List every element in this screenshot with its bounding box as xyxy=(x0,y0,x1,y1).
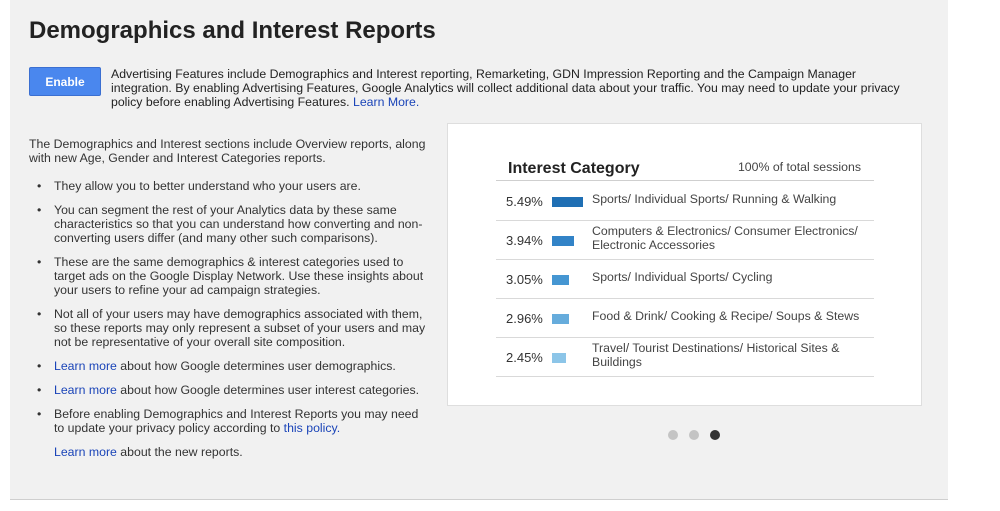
list-item: Learn more about the new reports. xyxy=(29,445,431,459)
list-item: You can segment the rest of your Analyti… xyxy=(29,203,431,245)
lead-paragraph: The Demographics and Interest sections i… xyxy=(29,137,426,165)
interest-row: 3.94% Computers & Electronics/ Consumer E… xyxy=(496,220,874,260)
interest-percent: 2.45% xyxy=(506,350,543,365)
interest-label: Computers & Electronics/ Consumer Electr… xyxy=(592,224,858,252)
carousel-dot[interactable] xyxy=(689,430,699,440)
interest-label: Food & Drink/ Cooking & Recipe/ Soups & … xyxy=(592,309,860,323)
interest-category-card: Interest Category 100% of total sessions… xyxy=(447,123,922,406)
list-item: Learn more about how Google determines u… xyxy=(29,383,431,397)
interest-row: 3.05% Sports/ Individual Sports/ Cycling xyxy=(496,259,874,299)
list-item-text: about how Google determines user interes… xyxy=(116,383,420,397)
demographics-learn-more-link[interactable]: Learn more xyxy=(54,359,117,373)
list-item: They allow you to better understand who … xyxy=(29,179,431,193)
list-item: Learn more about how Google determines u… xyxy=(29,359,431,373)
interest-row: 5.49% Sports/ Individual Sports/ Running … xyxy=(496,181,874,221)
interest-percent: 2.96% xyxy=(506,311,543,326)
interest-row: 2.45% Travel/ Tourist Destinations/ Histo… xyxy=(496,337,874,377)
interest-percent: 3.94% xyxy=(506,233,543,248)
policy-link[interactable]: this policy. xyxy=(283,421,341,435)
interest-label: Travel/ Tourist Destinations/ Historical… xyxy=(592,341,840,369)
interest-bar xyxy=(552,275,569,285)
interest-bar xyxy=(552,236,574,246)
enable-button[interactable]: Enable xyxy=(29,67,101,96)
interest-row: 2.96% Food & Drink/ Cooking & Recipe/ Sou… xyxy=(496,298,874,338)
page-title: Demographics and Interest Reports xyxy=(29,17,436,44)
list-item: Before enabling Demographics and Interes… xyxy=(29,407,431,435)
list-item: Not all of your users may have demograph… xyxy=(29,307,431,349)
interest-bar xyxy=(552,197,583,207)
interests-learn-more-link[interactable]: Learn more xyxy=(54,383,117,397)
interest-percent: 3.05% xyxy=(506,272,543,287)
intro-body: Advertising Features include Demographic… xyxy=(111,67,900,109)
interest-bar xyxy=(552,353,566,363)
feature-list: They allow you to better understand who … xyxy=(29,179,431,459)
card-subtitle: 100% of total sessions xyxy=(737,160,861,174)
interest-label: Sports/ Individual Sports/ Cycling xyxy=(592,270,773,284)
interest-bar xyxy=(552,314,569,324)
list-item-text: about how Google determines user demogra… xyxy=(116,359,396,373)
interest-label: Sports/ Individual Sports/ Running & Wal… xyxy=(592,192,837,206)
interest-percent: 5.49% xyxy=(506,194,543,209)
list-item: These are the same demographics & intere… xyxy=(29,255,431,297)
description-column: The Demographics and Interest sections i… xyxy=(29,137,431,469)
carousel-dot[interactable] xyxy=(668,430,678,440)
list-item-text: Before enabling Demographics and Interes… xyxy=(54,407,419,435)
card-title: Interest Category xyxy=(508,160,640,177)
intro-learn-more-link[interactable]: Learn More. xyxy=(352,95,420,109)
new-reports-learn-more-link[interactable]: Learn more xyxy=(54,445,117,459)
carousel-dot[interactable] xyxy=(710,430,720,440)
list-item-text: about the new reports. xyxy=(116,445,243,459)
intro-text: Advertising Features include Demographic… xyxy=(111,67,911,109)
demographics-panel: Demographics and Interest Reports Enable… xyxy=(10,0,948,500)
divider xyxy=(496,180,874,181)
